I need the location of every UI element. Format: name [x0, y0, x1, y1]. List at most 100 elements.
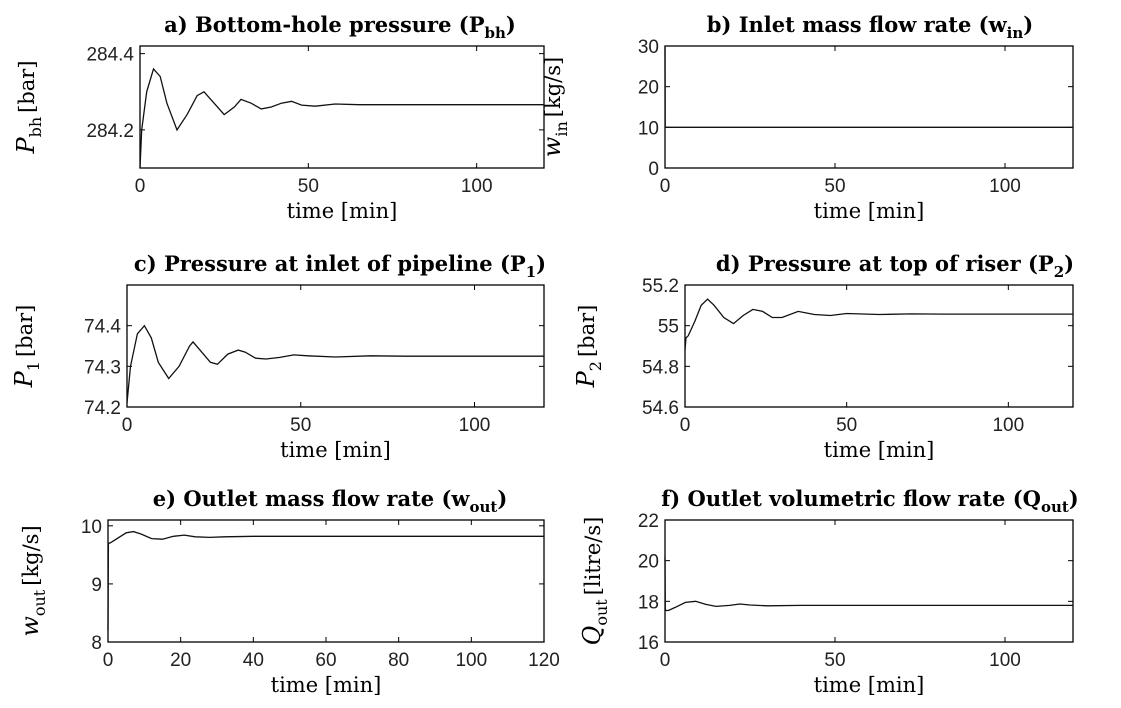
- chart-title-main: f) Outlet volumetric flow rate (Q: [661, 486, 1041, 511]
- chart-title-main: c) Pressure at inlet of pipeline (P: [134, 251, 526, 276]
- y-axis-label: Pbh [bar]: [12, 60, 45, 154]
- x-tick-label: 0: [660, 650, 671, 671]
- y-tick-label: 22: [638, 511, 659, 532]
- chart-title-subscript: out: [469, 498, 497, 516]
- subplot-c-pressure-inlet-pipeline: c) Pressure at inlet of pipeline (P1)0 50…: [10, 251, 546, 462]
- y-tick-label: 74.4: [84, 317, 121, 338]
- subplot-e-outlet-mass-flow-rate: e) Outlet mass flow rate (wout)0 20 40 60 80…: [16, 486, 560, 697]
- x-tick-label: 0: [122, 415, 133, 436]
- y-tick-label: 20: [638, 552, 659, 573]
- chart-title: e) Outlet mass flow rate (wout): [153, 486, 508, 516]
- chart-title-subscript: in: [1007, 24, 1024, 42]
- chart-title-end: ): [1069, 486, 1079, 511]
- y-axis-symbol: P: [12, 137, 40, 155]
- y-tick-label: 74.3: [84, 357, 121, 378]
- y-axis-label: win [kg/s]: [538, 57, 571, 157]
- y-axis-unit: [litre/s]: [581, 517, 605, 596]
- y-axis-label: P2 [bar]: [572, 305, 605, 389]
- y-tick-label: 18: [638, 592, 659, 613]
- series-line: [107, 530, 544, 631]
- y-axis-unit: [bar]: [13, 305, 37, 357]
- y-axis-subscript: out: [30, 589, 49, 616]
- subplot-d-pressure-top-riser: d) Pressure at top of riser (P2)0 50 10054…: [572, 251, 1074, 462]
- chart-title-end: ): [1023, 12, 1033, 37]
- x-tick-label: 50: [836, 415, 857, 436]
- y-axis-subscript: bh: [26, 117, 45, 138]
- y-axis-symbol: w: [16, 616, 44, 637]
- y-tick-label: 10: [81, 517, 102, 538]
- x-tick-label: 50: [824, 650, 845, 671]
- y-tick-label: 55: [658, 317, 679, 338]
- x-tick-label: 100: [992, 415, 1024, 436]
- y-axis-subscript: 2: [586, 361, 605, 371]
- x-axis-label: time [min]: [814, 199, 925, 223]
- y-axis-unit: [bar]: [15, 60, 39, 112]
- y-axis-symbol: P: [572, 370, 600, 388]
- x-axis-label: time [min]: [271, 673, 382, 697]
- plot-frame: [664, 519, 1074, 643]
- x-tick-label: 20: [170, 650, 191, 671]
- y-axis-label: P1 [bar]: [10, 305, 43, 389]
- chart-title: d) Pressure at top of riser (P2): [716, 251, 1074, 281]
- x-tick-label: 120: [528, 650, 560, 671]
- chart-title-subscript: 2: [1054, 263, 1064, 281]
- y-axis-unit: [kg/s]: [19, 525, 43, 585]
- y-axis-label: wout [kg/s]: [16, 525, 49, 636]
- y-axis-subscript: in: [552, 121, 571, 136]
- y-axis-symbol: P: [10, 370, 38, 388]
- x-tick-label: 100: [459, 415, 491, 436]
- x-axis-label: time [min]: [824, 438, 935, 462]
- subplot-a-bottom-hole-pressure: a) Bottom-hole pressure (P bh) 0 50 100 284.2…: [12, 12, 545, 223]
- x-tick-label: 0: [660, 176, 671, 197]
- y-tick-label: 55.2: [642, 276, 679, 297]
- y-tick-label: 284.2: [86, 121, 134, 142]
- x-tick-label: 50: [298, 176, 319, 197]
- y-tick-label: 20: [638, 78, 659, 99]
- x-tick-label: 0: [135, 176, 146, 197]
- y-tick-label: 54.8: [642, 357, 679, 378]
- x-tick-label: 80: [388, 650, 409, 671]
- chart-title-end: ): [1064, 251, 1074, 276]
- y-axis-symbol: Q: [578, 626, 606, 646]
- x-tick-label: 100: [989, 176, 1021, 197]
- y-tick-label: 9: [91, 575, 102, 596]
- y-axis-label: Qout [litre/s]: [578, 517, 611, 646]
- series-line: [664, 556, 1073, 612]
- x-tick-label: 0: [103, 650, 114, 671]
- plot-frame: [684, 284, 1074, 408]
- chart-title-end: ): [536, 251, 546, 276]
- x-tick-label: 100: [455, 650, 487, 671]
- y-tick-label: 54.6: [642, 398, 679, 419]
- x-tick-label: 100: [461, 176, 493, 197]
- y-tick-label: 8: [91, 633, 102, 654]
- y-tick-label: 284.4: [86, 45, 134, 66]
- chart-title: c) Pressure at inlet of pipeline (P1): [134, 251, 546, 281]
- subplot-b-inlet-mass-flow-rate: b) Inlet mass flow rate (win)0 50 10001020…: [538, 12, 1074, 223]
- x-tick-label: 60: [315, 650, 336, 671]
- x-tick-label: 0: [680, 415, 691, 436]
- x-axis-label: time [min]: [287, 199, 398, 223]
- y-axis-unit: [kg/s]: [541, 57, 565, 117]
- y-axis-subscript: 1: [24, 361, 43, 371]
- plot-frame: [664, 45, 1074, 169]
- x-tick-label: 50: [290, 415, 311, 436]
- y-tick-label: 30: [638, 37, 659, 58]
- y-axis-subscript: out: [592, 599, 611, 626]
- y-tick-label: 16: [638, 633, 659, 654]
- y-axis-symbol: w: [538, 136, 566, 157]
- subplot-f-outlet-volumetric-flow-rate: f) Outlet volumetric flow rate (Qout)0 50…: [578, 486, 1079, 697]
- chart-title: f) Outlet volumetric flow rate (Qout): [661, 486, 1078, 516]
- y-tick-label: 74.2: [84, 398, 121, 419]
- chart-title-end: ): [506, 12, 516, 37]
- series-line: [664, 45, 1073, 128]
- series-line: [684, 298, 1073, 351]
- chart-title-main: a) Bottom-hole pressure (P: [164, 12, 485, 37]
- chart-title-end: ): [497, 486, 507, 511]
- chart-title-subscript: out: [1041, 498, 1069, 516]
- y-tick-label: 10: [638, 118, 659, 139]
- chart-title-subscript: 1: [526, 263, 536, 281]
- chart-title-main: d) Pressure at top of riser (P: [716, 251, 1054, 276]
- chart-title-main: b) Inlet mass flow rate (w: [707, 12, 1008, 37]
- series-line: [139, 67, 544, 169]
